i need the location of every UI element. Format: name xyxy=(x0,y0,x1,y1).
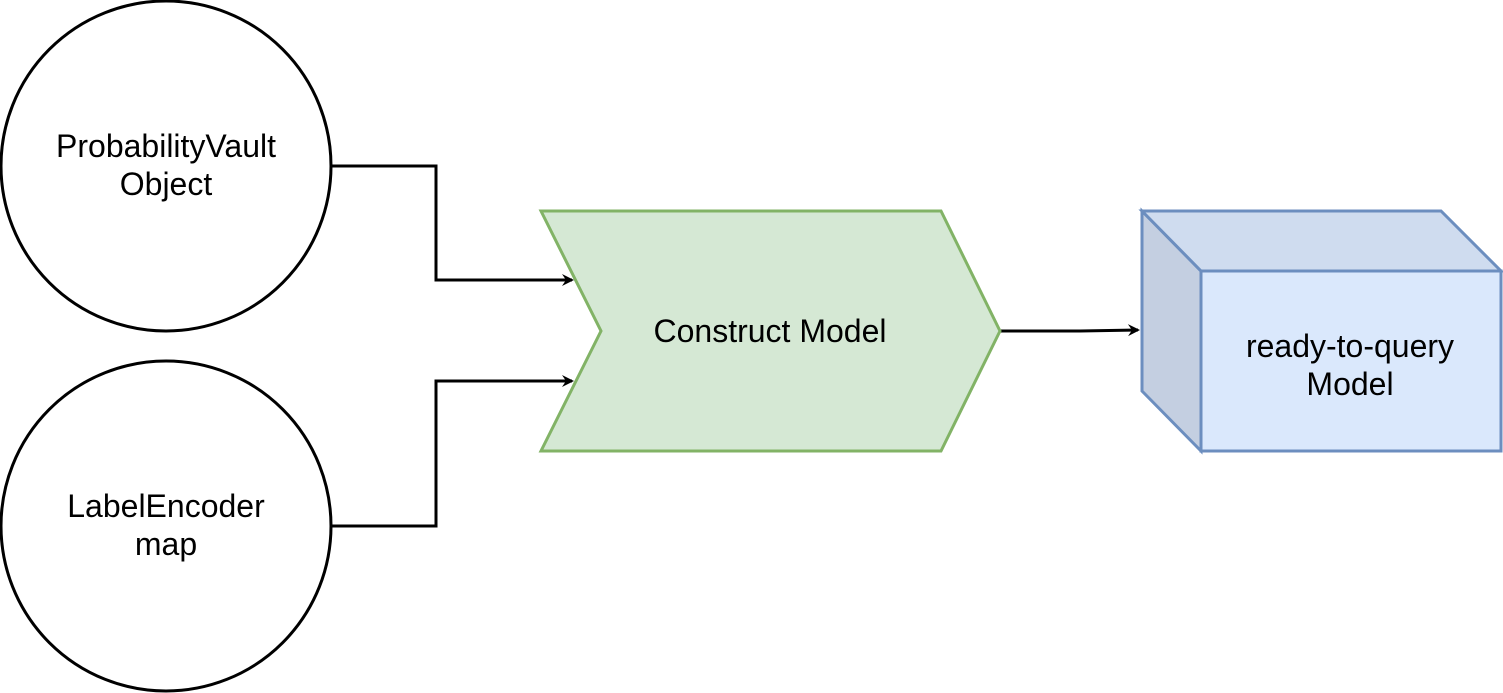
label-encoder-node[interactable] xyxy=(0,359,333,693)
edge-encoder-to-construct xyxy=(331,375,574,528)
construct-model-node[interactable] xyxy=(538,209,1002,453)
ready-model-node[interactable] xyxy=(1138,207,1503,455)
cube-front-face xyxy=(1199,269,1503,453)
probability-vault-node[interactable] xyxy=(0,0,333,333)
edge-construct-to-ready xyxy=(1000,324,1140,337)
cube-top-face xyxy=(1138,209,1503,273)
edge-probability-to-construct xyxy=(331,164,574,286)
